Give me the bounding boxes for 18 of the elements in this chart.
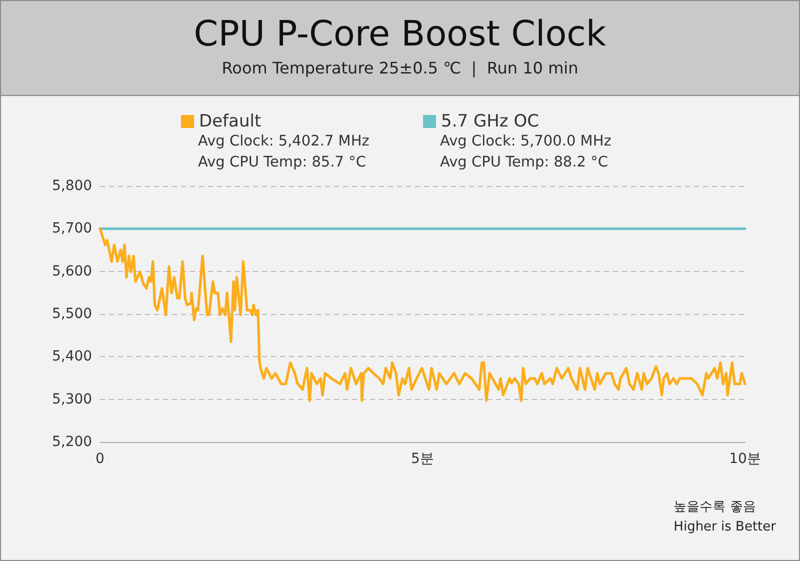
y-tick-label: 5,600 — [52, 263, 92, 280]
text: 높을수록 좋음 Higher is Better — [674, 500, 777, 534]
line-series — [98, 227, 746, 402]
chart-title: CPU P-Core Boost Clock — [194, 14, 607, 54]
legend-label: 5.7 GHz OC — [441, 112, 539, 132]
y-tick-label: 5,500 — [52, 306, 92, 322]
y-tick-label: 5,400 — [52, 348, 92, 365]
y-tick-label: 5,300 — [52, 391, 92, 408]
x-tick-label: 0 — [96, 451, 104, 467]
y-tick-label: 5,700 — [52, 220, 92, 237]
x-tick-label: 5분 — [411, 451, 434, 467]
x-tick-label: 10분 — [729, 451, 761, 467]
text: Avg Clock: 5,700.0 MHz Avg CPU Temp: 88.2 °C — [440, 134, 612, 170]
text: Avg Clock: 5,402.7 MHz Avg CPU Temp: 85.7 °C — [198, 134, 370, 170]
legend-label: Default — [199, 112, 262, 132]
chart-subtitle: Room Temperature 25±0.5 ℃ | Run 10 min — [222, 58, 578, 78]
y-tick-label: 5,200 — [52, 434, 92, 450]
y-tick-label: 5,800 — [52, 178, 92, 194]
